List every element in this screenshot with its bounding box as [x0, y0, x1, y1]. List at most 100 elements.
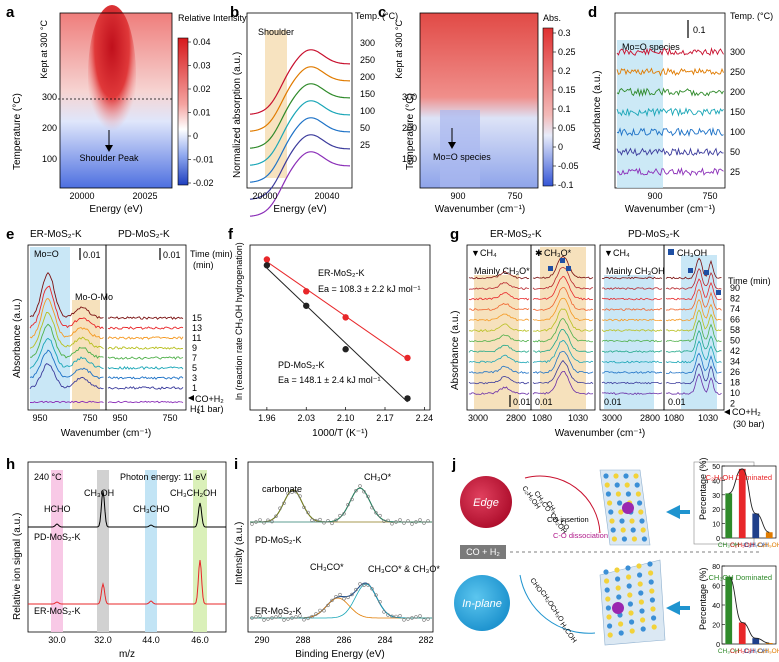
- e-curve-right: [107, 326, 184, 330]
- e-co: CO+H₂: [195, 394, 224, 404]
- i-data-point: [322, 521, 326, 525]
- i-data-point: [398, 518, 402, 522]
- j-atom: [649, 588, 655, 594]
- g-curve: [665, 257, 722, 280]
- panel-label-b: b: [230, 4, 239, 21]
- h-xtick-2: 44.0: [142, 635, 160, 645]
- g-ch3oh-marker: [704, 270, 709, 275]
- g-ch3oh-marker: [716, 290, 721, 295]
- i-xtick-2: 286: [336, 635, 351, 645]
- a-cbar-tick-label: -0.01: [193, 155, 214, 165]
- i-data-point: [278, 506, 282, 510]
- d-legend-200: 200: [730, 87, 745, 97]
- a-cbar-tick-label: 0.02: [193, 84, 211, 94]
- j-atom: [610, 527, 616, 533]
- e-curve-left: [29, 312, 104, 349]
- j-atom: [620, 527, 626, 533]
- g-xtick-c0: 3000: [602, 413, 622, 423]
- j-ylabel-bot: Percentage (%): [698, 567, 708, 630]
- heatmap-c-low: [440, 110, 480, 188]
- j-atom: [629, 619, 635, 625]
- j-atom: [626, 574, 632, 580]
- d-band: [617, 40, 663, 188]
- h-curve-pd: [28, 490, 226, 528]
- f-xtick-3: 2.17: [376, 413, 394, 423]
- e-mo-o-mo: Mo-O-Mo: [75, 292, 113, 302]
- j-atom: [628, 610, 634, 616]
- d-annotation: Mo=O species: [622, 42, 680, 52]
- g-star-icon: ✱: [535, 248, 543, 258]
- g-curve: [532, 275, 594, 301]
- f-xtick-1: 2.03: [297, 413, 315, 423]
- g-curve: [468, 282, 530, 290]
- panel-label-a: a: [6, 4, 15, 21]
- i-data-point: [318, 608, 322, 613]
- j-ytick-label: 50: [712, 464, 720, 471]
- i-data-point: [422, 618, 426, 622]
- j-bar-2: [752, 638, 760, 644]
- j-atom: [605, 605, 612, 611]
- a-ylabel: Temperature (°C): [12, 93, 23, 170]
- f-point: [404, 395, 411, 402]
- i-data-point: [414, 520, 418, 524]
- j-co-insertion: CO insertion: [547, 515, 589, 524]
- g-curve: [532, 286, 594, 311]
- j-bar-2: [752, 513, 760, 538]
- j-atom: [650, 606, 656, 612]
- j-atom: [618, 621, 624, 627]
- i-data-point: [286, 617, 290, 621]
- g-mainly-left: Mainly CH₃O*: [474, 266, 530, 276]
- j-atom: [624, 482, 630, 488]
- d-xlabel: Wavenumber (cm⁻¹): [625, 204, 715, 215]
- j-atom: [649, 597, 656, 603]
- c-ylabel: Temperature (°C): [405, 93, 416, 170]
- g-curve: [601, 381, 663, 385]
- c-ytick-2: 300: [402, 92, 417, 102]
- e-title-right: PD-MoS₂-K: [118, 229, 170, 240]
- i-data-point: [382, 519, 386, 523]
- g-curve: [665, 309, 722, 332]
- b-legend-250: 250: [360, 55, 375, 65]
- i-data-point: [338, 592, 342, 597]
- d-legend-100: 100: [730, 127, 745, 137]
- j-atom: [641, 536, 648, 542]
- i-data-point: [390, 614, 394, 618]
- mos2-plane-structure-icon: [599, 559, 666, 646]
- g-xtick-d1: 1030: [698, 413, 718, 423]
- c-colorbar: [542, 27, 554, 187]
- g-curve: [665, 319, 722, 343]
- i-data-point: [338, 513, 342, 518]
- e-curve-right: [107, 376, 184, 380]
- g-ch3o: CH₃O*: [544, 248, 572, 258]
- g-legend-10: 10: [730, 388, 740, 398]
- i-data-point: [274, 514, 278, 518]
- j-atom: [637, 500, 643, 506]
- j-category-2: C₃H₇OH: [744, 648, 768, 655]
- panel-b: b Shoulder Normalized absorption (a.u.) …: [230, 4, 398, 217]
- i-data-point: [306, 510, 310, 515]
- g-curve: [532, 350, 594, 374]
- j-atom: [625, 491, 632, 497]
- g-legend-74: 74: [730, 304, 740, 314]
- e-title-left: ER-MoS₂-K: [30, 229, 82, 240]
- e-legend-13: 13: [192, 323, 202, 333]
- g-scale-3: 0.01: [604, 397, 622, 407]
- g-xlabel: Wavenumber (cm⁻¹): [555, 428, 645, 439]
- j-atom: [617, 500, 623, 506]
- arrow-left-icon: [724, 409, 730, 415]
- g-ylabel: Absorbance (a.u.): [450, 311, 461, 391]
- e-curve-right: [107, 346, 184, 350]
- h-curve-er: [28, 559, 226, 605]
- f-point: [342, 346, 349, 353]
- j-atom: [627, 592, 633, 598]
- a-cbar-tick-label: 0.01: [193, 108, 211, 118]
- i-data-point: [374, 593, 378, 597]
- g-ch4-left: CH₄: [480, 248, 497, 258]
- i-data-point: [254, 520, 258, 524]
- g-curve: [602, 350, 663, 353]
- e-h2: H₂: [190, 404, 200, 414]
- f-point: [263, 262, 271, 269]
- j-atom: [609, 518, 615, 524]
- f-point: [303, 302, 310, 309]
